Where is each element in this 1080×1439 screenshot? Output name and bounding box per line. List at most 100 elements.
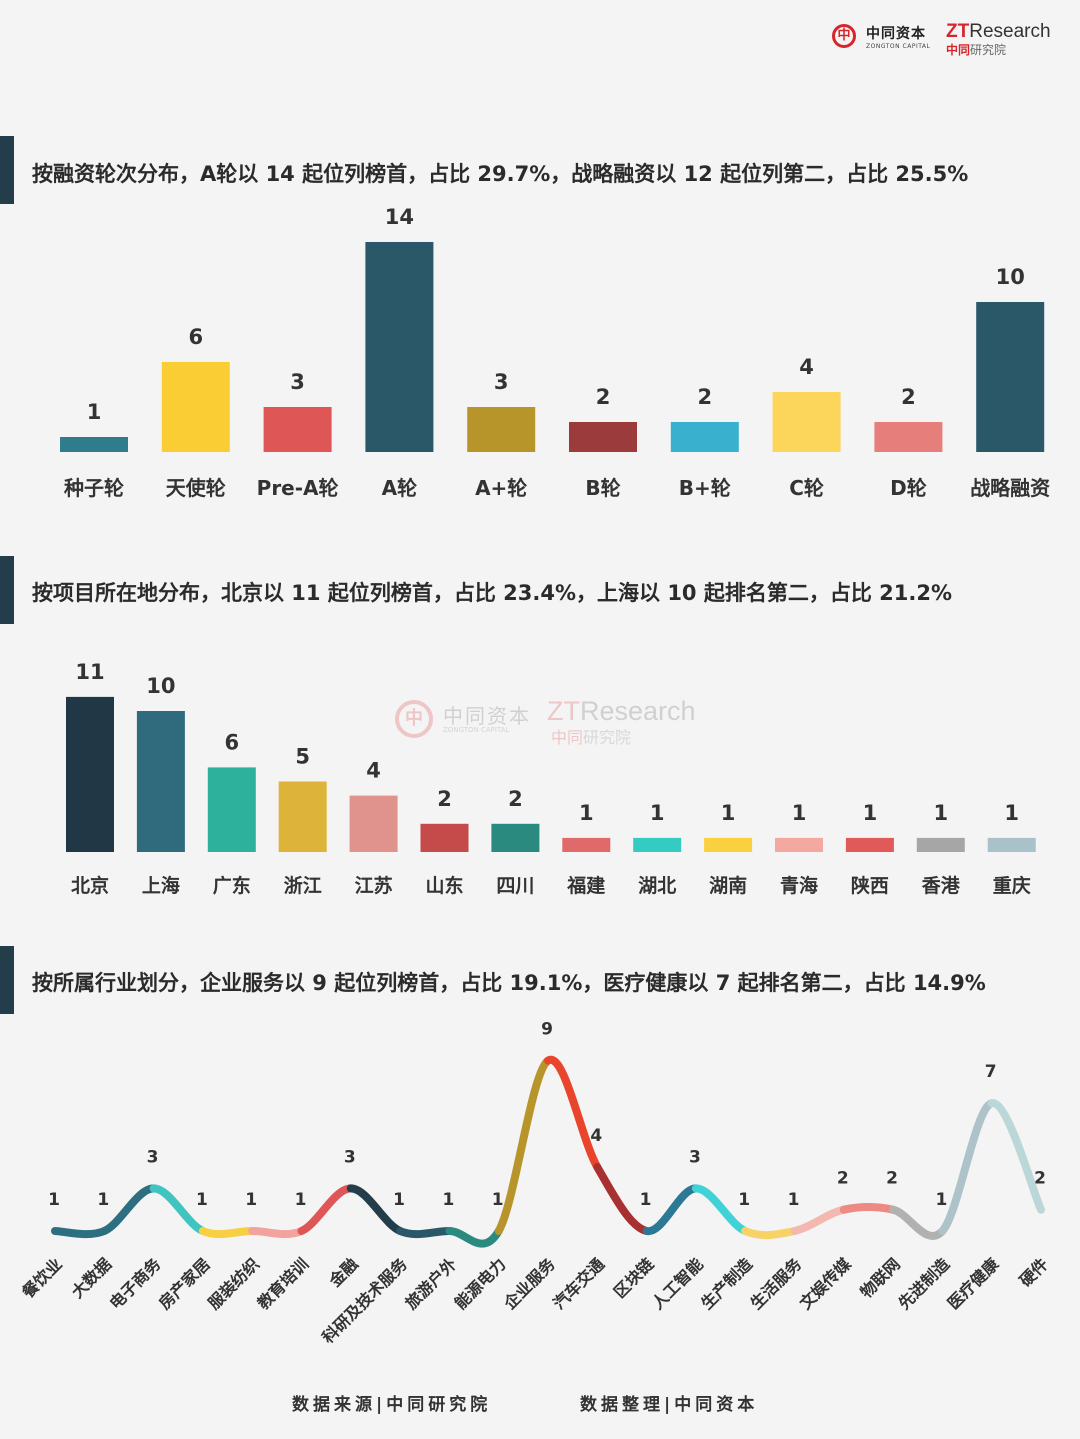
- category-label: 能源电力: [451, 1254, 510, 1313]
- data-label: 14: [385, 205, 414, 229]
- line-segment: [593, 1163, 651, 1235]
- footer-compiled: 数据整理|中同资本: [580, 1395, 759, 1415]
- category-label: 浙江: [284, 874, 322, 897]
- data-label: 1: [788, 1190, 800, 1210]
- rounds-bar-chart: 1 种子轮 6 天使轮 3 Pre-A轮 14 A轮 3 A+轮 2 B轮 2 B+轮 4 C轮 2 D轮 10 战略…: [60, 205, 1050, 500]
- line-segment: [494, 1056, 552, 1235]
- bar: [60, 437, 128, 452]
- data-label: 3: [147, 1147, 159, 1167]
- bar: [349, 795, 398, 852]
- category-label: 旅游户外: [402, 1254, 461, 1313]
- category-label: 企业服务: [499, 1254, 559, 1314]
- category-label: 餐饮业: [18, 1254, 66, 1302]
- category-label: D轮: [890, 476, 927, 500]
- data-label: 2: [508, 787, 523, 811]
- bar: [704, 837, 753, 852]
- bar: [420, 823, 469, 852]
- category-label: 广东: [213, 874, 251, 897]
- category-label: 汽车交通: [549, 1254, 608, 1313]
- industry-line-chart: 1 餐饮业 1 大数据 3 电子商务 1 房产家居 1 服装纺织 1 教育培训 3 金融 1 科研及技术服务 1…: [18, 1020, 1052, 1347]
- bar: [66, 696, 114, 852]
- location-bar-chart: 11 北京 10 上海 6 广东 5 浙江 4 江苏 2 山东 2 四川 1 福建 1 湖北 1 湖南 1 青海 1 陕西 1 香…: [66, 660, 1036, 897]
- data-label: 2: [901, 385, 916, 409]
- line-segment: [790, 1205, 848, 1235]
- brand-logo: 中 中同资本 ZONGTON CAPITAL ZTResearch 中同研究院: [830, 21, 1060, 58]
- bar: [633, 837, 682, 852]
- category-label: 种子轮: [63, 476, 124, 500]
- data-label: 4: [799, 355, 814, 379]
- bar: [136, 711, 185, 852]
- category-label: 青海: [780, 874, 818, 897]
- data-label: 10: [996, 265, 1025, 289]
- data-label: 5: [295, 745, 310, 769]
- category-label: 香港: [921, 875, 961, 897]
- category-label: 教育培训: [254, 1254, 313, 1313]
- category-label: 四川: [496, 875, 534, 897]
- bar: [491, 823, 540, 852]
- line-segment: [889, 1205, 947, 1240]
- category-label: B轮: [585, 476, 620, 500]
- data-label: 3: [344, 1147, 356, 1167]
- data-label: 1: [935, 1190, 947, 1210]
- category-label: 物联网: [857, 1254, 904, 1301]
- data-label: 1: [196, 1190, 208, 1210]
- category-label: 生产制造: [697, 1254, 756, 1313]
- category-label: 大数据: [68, 1254, 115, 1301]
- bar: [987, 837, 1036, 852]
- bar: [263, 407, 332, 452]
- data-label: 2: [886, 1169, 898, 1189]
- brand-name-cn: 中同资本: [866, 26, 926, 42]
- bar: [670, 422, 739, 452]
- category-label: 文娱传媒: [796, 1254, 855, 1313]
- section-marker: [0, 556, 14, 624]
- category-label: 科研及技术服务: [318, 1254, 411, 1347]
- section-marker: [0, 136, 14, 204]
- footer-source: 数据来源|中同研究院: [292, 1395, 492, 1415]
- category-label: 电子商务: [106, 1254, 165, 1313]
- data-label: 6: [224, 730, 239, 754]
- category-label: 陕西: [851, 874, 889, 897]
- data-label: 1: [48, 1190, 60, 1210]
- bar: [278, 781, 327, 852]
- data-label: 1: [721, 801, 736, 825]
- section-title-industry: 按所属行业划分，企业服务以 9 起位列榜首，占比 19.1%，医疗健康以 7 起…: [32, 971, 986, 995]
- category-label: 重庆: [993, 874, 1031, 897]
- line-segment: [938, 1099, 996, 1235]
- data-label: 11: [75, 660, 104, 684]
- data-label: 2: [697, 385, 712, 409]
- brand-name-en: ZONGTON CAPITAL: [866, 43, 931, 50]
- data-label: 10: [146, 674, 175, 698]
- category-label: C轮: [789, 476, 824, 500]
- data-label: 1: [579, 801, 594, 825]
- line-segment: [396, 1227, 454, 1239]
- bar: [467, 407, 536, 452]
- data-label: 1: [650, 801, 665, 825]
- data-label: 3: [689, 1147, 701, 1167]
- category-label: 硬件: [1016, 1254, 1052, 1290]
- category-label: 战略融资: [970, 476, 1050, 500]
- category-label: 服装纺织: [204, 1254, 263, 1313]
- data-label: 3: [290, 370, 305, 394]
- line-segment: [297, 1184, 355, 1235]
- data-label: 1: [933, 801, 948, 825]
- category-label: A+轮: [475, 476, 527, 500]
- line-segment: [642, 1184, 700, 1236]
- category-label: 区块链: [610, 1254, 658, 1302]
- data-label: 1: [97, 1190, 109, 1210]
- line-segment: [149, 1184, 207, 1235]
- research-institute-label: 中同研究院: [946, 43, 1007, 57]
- data-label: 2: [837, 1169, 849, 1189]
- bar: [772, 392, 841, 452]
- bar: [365, 242, 434, 452]
- bar: [207, 767, 256, 852]
- data-label: 1: [442, 1190, 454, 1210]
- line-segment: [198, 1227, 257, 1239]
- line-segment: [248, 1227, 306, 1239]
- line-segment: [691, 1184, 750, 1235]
- bar: [562, 837, 611, 852]
- category-label: 江苏: [355, 874, 393, 897]
- data-label: 1: [87, 400, 102, 424]
- data-label: 2: [596, 385, 611, 409]
- category-label: 生活服务: [747, 1254, 806, 1313]
- category-label: A轮: [382, 476, 417, 500]
